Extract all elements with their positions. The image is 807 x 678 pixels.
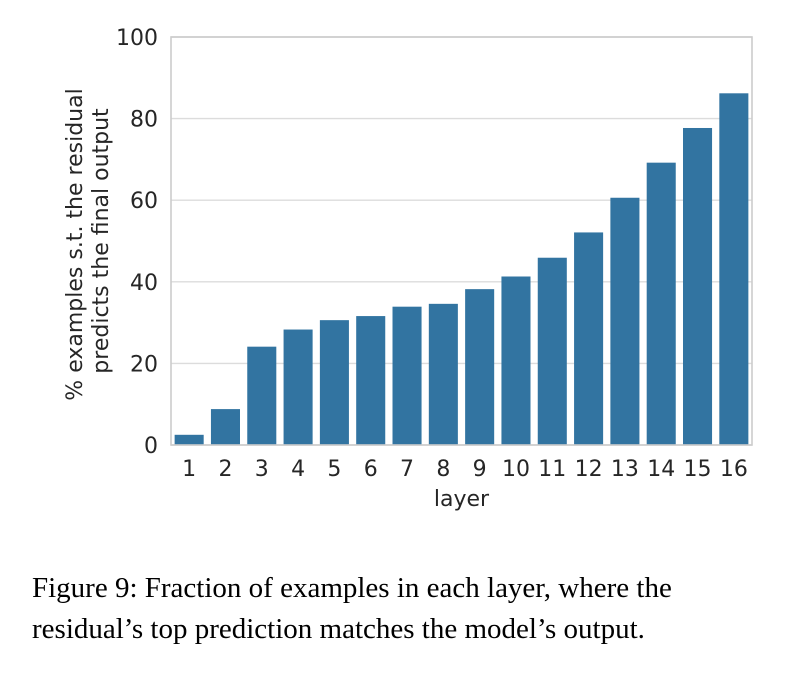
caption-line-1: Figure 9: Fraction of examples in each l… [32,572,672,604]
bar-layer-9 [465,289,495,445]
x-tick-labels: 1 2 3 4 5 6 7 8 9 10 11 12 13 14 15 16 [182,457,748,482]
x-tick-label: 7 [400,457,414,482]
x-axis-title: layer [434,487,490,512]
y-axis-title: % examples s.t. the residual predicts th… [63,81,114,400]
x-tick-label: 11 [538,457,566,482]
y-axis-title-line-1: % examples s.t. the residual [63,88,88,400]
bar-layer-14 [646,162,676,445]
x-tick-label: 16 [720,457,748,482]
x-tick-label: 3 [255,457,269,482]
x-tick-label: 13 [611,457,639,482]
x-tick-label: 10 [502,457,530,482]
bar-layer-7 [392,306,422,445]
plot-frame [170,36,753,446]
y-tick-label: 20 [130,352,158,377]
bar-layer-15 [683,127,713,445]
bar-layer-3 [247,346,277,445]
bar-layer-10 [501,276,531,445]
x-tick-label: 6 [364,457,378,482]
bar-layer-1 [174,434,204,445]
bar-layer-11 [537,257,567,445]
y-tick-label: 100 [116,26,158,51]
y-axis-title-line-2: predicts the final output [89,108,114,374]
caption-line-2: residual’s top prediction matches the mo… [32,613,645,645]
bar-layer-16 [719,93,749,445]
bars [174,93,749,445]
x-tick-label: 8 [436,457,450,482]
x-tick-label: 15 [684,457,712,482]
x-tick-label: 9 [473,457,487,482]
bar-layer-13 [610,197,640,445]
bar-layer-8 [428,303,458,445]
y-tick-labels: 0 20 40 60 80 100 [116,26,158,459]
x-tick-label: 14 [647,457,675,482]
y-tick-label: 80 [130,108,158,133]
bar-layer-2 [210,409,240,445]
figure-caption: Figure 9: Fraction of examples in each l… [32,568,792,650]
y-tick-label: 60 [130,189,158,214]
bar-layer-5 [319,320,349,445]
x-tick-label: 4 [291,457,305,482]
x-tick-label: 1 [182,457,196,482]
bar-layer-12 [574,232,604,445]
bar-layer-6 [356,316,386,445]
x-tick-label: 12 [575,457,603,482]
y-tick-label: 40 [130,271,158,296]
x-tick-label: 5 [327,457,341,482]
y-tick-label: 0 [144,434,158,459]
bar-layer-4 [283,329,313,445]
x-tick-label: 2 [218,457,232,482]
